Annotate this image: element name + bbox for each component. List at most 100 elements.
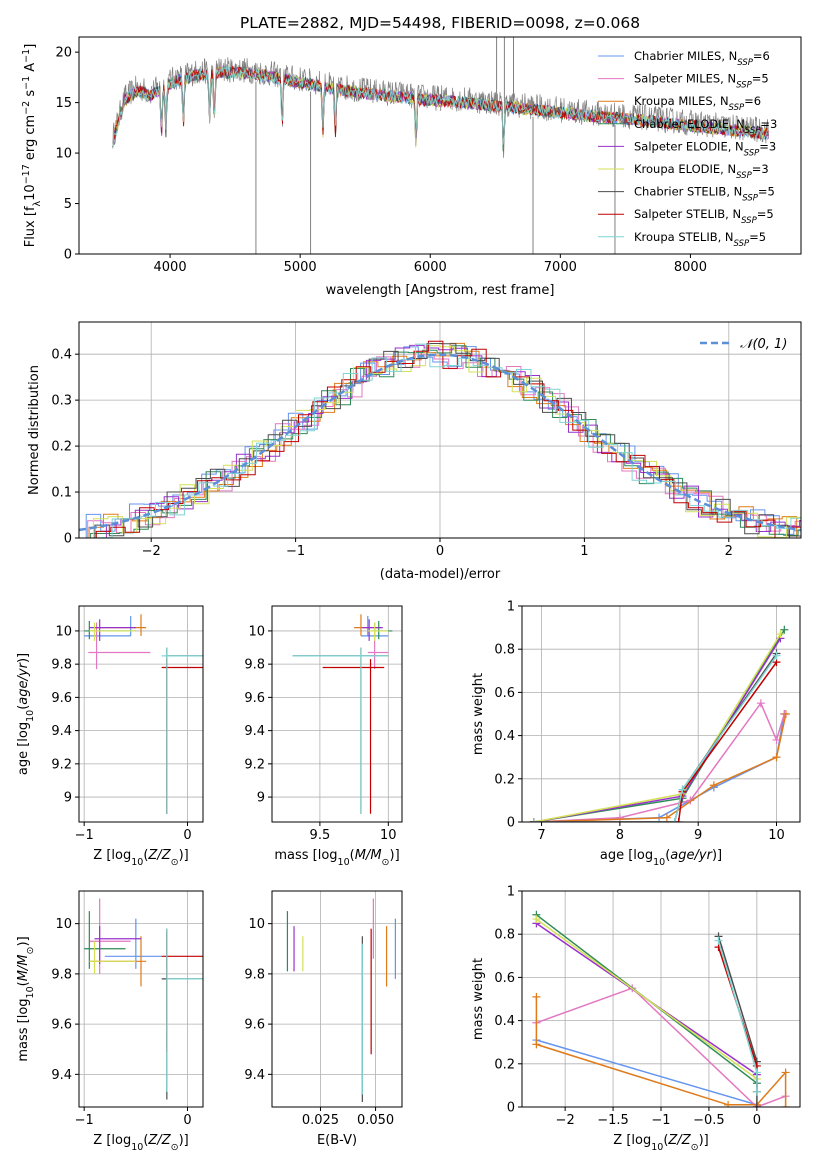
histogram-9 [83,343,801,538]
axes-frame [78,890,204,1108]
legend-entry-9: Kroupa STELIB, NSSP=5 [634,230,766,249]
plot-area [84,898,203,1100]
legend-entry-1: Chabrier MILES, NSSP=6 [634,49,770,68]
weight-series-4 [533,629,785,822]
y-tick-label: 10 [55,624,72,639]
weight-marker [781,710,790,718]
weight-marker [780,625,789,634]
model-line-8 [112,65,769,147]
x-tick-label: −0.5 [693,1113,725,1128]
plot-area [84,614,203,814]
histogram-8 [81,340,801,538]
legend-entry-4: Chabrier ELODIE, NSSP=3 [634,117,777,136]
weight-marker [674,818,683,822]
x-tick-label: −1.5 [597,1113,629,1128]
y-axis-label: mass weight [471,673,486,755]
weight-marker [772,651,781,660]
weight-marker [714,936,723,945]
weight-series-2 [536,987,786,1107]
weight-marker [532,1040,541,1049]
y-tick-label: 9.8 [244,967,265,982]
y-tick-label: 9.6 [244,691,265,706]
errorbar-7 [161,928,203,1100]
weight-marker [776,630,785,639]
errorbar-8 [161,931,203,1052]
x-tick-label: 6000 [414,260,447,275]
y-tick-label: 9.8 [244,658,265,673]
legend-entry-normal: 𝒩(0, 1) [740,337,787,352]
x-axis-label: wavelength [Angstrom, rest frame] [326,283,555,298]
weight-series-8 [533,661,778,822]
weight-marker [532,992,541,1001]
errorbar-2 [89,898,131,974]
plot-area [112,37,769,254]
errorbar-8 [322,659,385,814]
histogram-2 [79,354,801,538]
x-tick-label: −1 [651,1113,670,1128]
weight-marker [678,785,687,794]
x-tick-label: 1 [580,544,588,559]
errorbar-5 [89,619,136,641]
weight-marker [756,699,765,708]
y-tick-label: 10 [248,917,265,932]
axis-label: age [log10(age/yr)] [600,848,722,868]
panel-weight-vs-Z: −2 −1.5 −1 −0.5 0 0 0.2 0.4 0.6 0.8 1 Z [log10(Z/Z⊙… [471,885,801,1153]
plot-area [532,910,790,1107]
x-tick-label: 4000 [154,260,187,275]
y-tick-label: 9.8 [51,658,72,673]
errorbar-8 [161,659,203,814]
y-tick-label: 15 [55,96,72,111]
x-tick-label: 9.5 [310,828,331,843]
x-tick-label: 5000 [284,260,317,275]
weight-series-6 [535,918,758,1080]
x-tick-label: 0 [753,1113,761,1128]
axis-label: mass [log10(M/M⊙)] [16,936,36,1061]
panel-residuals: −2 −1 0 1 2 0 0.1 0.2 0.3 0.4 𝒩(0, 1) (data-model)/… [27,321,802,582]
x-tick-label: −1 [75,1113,94,1128]
y-tick-label: 0.6 [494,971,515,986]
x-tick-label: 0 [183,828,191,843]
y-tick-label: 0.1 [51,486,72,501]
y-tick-label: 9 [64,791,72,806]
plot-area [286,898,396,1102]
histogram-5 [79,344,801,538]
x-tick-label: 2 [725,544,733,559]
weight-marker [781,1068,790,1077]
weight-marker [529,818,538,822]
y-tick-label: 0.8 [494,928,515,943]
errorbar-3 [94,614,147,636]
weight-marker [662,813,671,822]
x-axis-label: E(B-V) [317,1133,357,1148]
x-tick-label: −2 [142,544,161,559]
panel-age-vs-mass: 9.5 10 9 9.2 9.4 9.6 9.8 10 mass [log10(M/M⊙)] [244,605,403,868]
axes-frame [521,605,801,823]
histogram-3 [79,342,801,538]
axis-label: Z [log10(Z/Z⊙)] [613,1133,708,1153]
normal-reference-curve [79,353,801,532]
y-tick-label: 0.4 [494,1014,515,1029]
plot-area [79,340,801,538]
legend-entry-7: Chabrier STELIB, NSSP=5 [634,185,775,204]
histogram-1 [79,346,801,538]
figure-title: PLATE=2882, MJD=54498, FIBERID=0098, z=0… [240,14,640,32]
weight-series-9 [533,655,778,822]
weight-series-3 [535,996,787,1107]
x-tick-label: 10 [768,828,785,843]
x-tick-label: 0 [183,1113,191,1128]
y-tick-label: 0 [507,1101,515,1116]
weight-series-5 [533,638,782,822]
x-tick-label: 7000 [544,260,577,275]
y-tick-label: 10 [248,624,265,639]
weight-series-3 [533,713,787,822]
axes-frame [78,36,802,255]
weight-marker [670,818,679,822]
y-tick-label: 0.8 [494,643,515,658]
axes-frame [78,605,204,823]
errorbar-4 [84,911,126,969]
x-tick-label: 0.025 [302,1113,339,1128]
y-axis-label: mass weight [471,958,486,1040]
weight-series-7 [533,653,778,822]
errorbar-9 [161,647,203,814]
